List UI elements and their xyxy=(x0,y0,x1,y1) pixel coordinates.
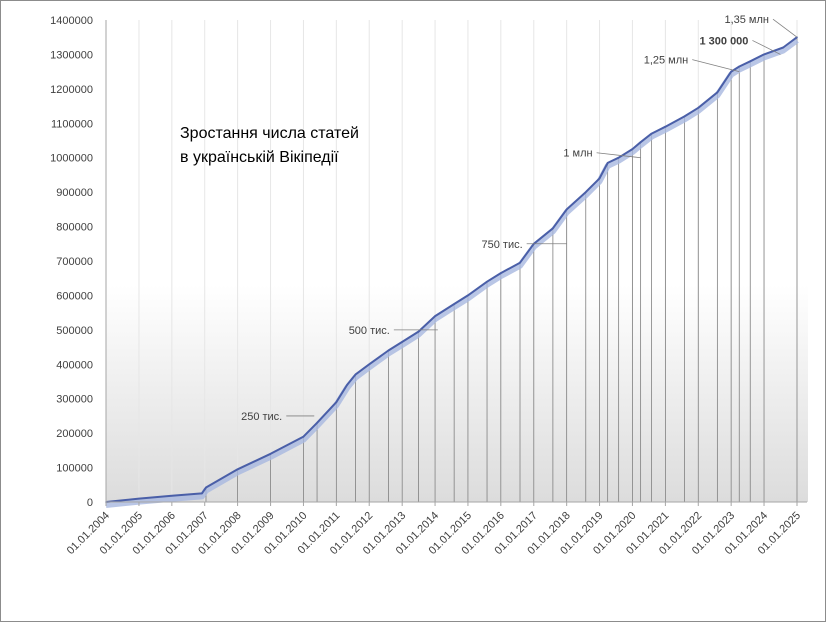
series-point xyxy=(171,495,173,497)
series-point xyxy=(697,106,700,109)
y-tick-label: 1300000 xyxy=(50,49,93,61)
series-point xyxy=(434,315,436,317)
series-point xyxy=(205,486,207,489)
series-point xyxy=(387,349,390,352)
series-point xyxy=(631,148,634,150)
x-axis-tick-labels: 01.01.200401.01.200501.01.200601.01.2007… xyxy=(65,502,803,557)
annotation-leader-line xyxy=(772,18,798,38)
series-point xyxy=(598,177,601,180)
plot-area xyxy=(106,20,808,502)
annotation-label: 750 тис. xyxy=(482,239,523,251)
series-point xyxy=(354,373,357,376)
y-tick-label: 800000 xyxy=(56,222,93,234)
annotation-label: 250 тис. xyxy=(241,411,282,423)
annotation-leader-line xyxy=(596,152,641,159)
series-point xyxy=(683,115,686,118)
annotation-label: 1 млн xyxy=(563,148,592,160)
y-tick-label: 1200000 xyxy=(50,84,93,96)
y-axis-tick-labels: 0 100000 200000 300000 400000 500000 600000 700… xyxy=(50,15,93,509)
chart-title-line-1: Зростання числа статей xyxy=(180,125,359,142)
series-line xyxy=(105,36,798,503)
y-tick-label: 1000000 xyxy=(50,153,93,165)
annotation-leader-line xyxy=(692,59,740,73)
annotations: 250 тис. 500 тис. 750 тис. 1 млн 1,25 млн 1 3… xyxy=(241,14,798,423)
series-point xyxy=(401,341,403,343)
y-tick-label: 1400000 xyxy=(50,15,93,27)
y-tick-label: 500000 xyxy=(56,325,93,337)
y-tick-label: 0 xyxy=(87,497,93,509)
y-tick-label: 100000 xyxy=(56,463,93,475)
series-point xyxy=(417,330,420,333)
series-point xyxy=(138,497,140,500)
series-point xyxy=(650,132,653,135)
series-point xyxy=(664,125,667,128)
series-point xyxy=(467,294,469,297)
series-point xyxy=(346,384,348,386)
y-tick-label: 400000 xyxy=(56,359,93,371)
series-point xyxy=(500,272,502,274)
series-point xyxy=(236,468,239,471)
series-point xyxy=(552,227,554,230)
series-point xyxy=(335,401,338,403)
series-point xyxy=(201,492,203,495)
series-point xyxy=(749,60,752,63)
series-point xyxy=(565,208,568,211)
series-point xyxy=(486,280,488,283)
series-point xyxy=(738,65,741,68)
series-point xyxy=(730,70,732,73)
y-tick-label: 300000 xyxy=(56,394,93,406)
annotation-label: 1 300 000 xyxy=(699,35,748,47)
series-point xyxy=(269,453,272,455)
y-tick-label: 700000 xyxy=(56,256,93,268)
drop-lines xyxy=(205,37,798,502)
chart-title-line-2: в українській Вікіпедії xyxy=(180,149,339,166)
y-tick-label: 1100000 xyxy=(51,118,93,130)
y-tick-label: 600000 xyxy=(56,290,93,302)
series-point xyxy=(606,162,609,164)
axes xyxy=(105,20,807,503)
series-group xyxy=(105,36,799,508)
series-line-glow xyxy=(105,37,799,508)
series-point xyxy=(368,363,371,366)
annotation-label: 500 тис. xyxy=(349,325,390,337)
series-point xyxy=(453,303,455,305)
annotation-label: 1,25 млн xyxy=(644,55,689,67)
series-point xyxy=(316,422,318,424)
series-point xyxy=(519,261,521,264)
series-point xyxy=(782,46,785,49)
series-point xyxy=(302,435,305,438)
series-point xyxy=(617,156,620,159)
series-point xyxy=(584,191,587,193)
y-tick-label: 900000 xyxy=(56,187,93,199)
series-point xyxy=(716,91,719,94)
y-tick-label: 200000 xyxy=(56,428,93,440)
annotation-leader-line xyxy=(752,40,781,55)
series-point xyxy=(639,141,642,144)
annotation-label: 1,35 млн xyxy=(724,14,769,26)
series-point xyxy=(763,53,765,56)
